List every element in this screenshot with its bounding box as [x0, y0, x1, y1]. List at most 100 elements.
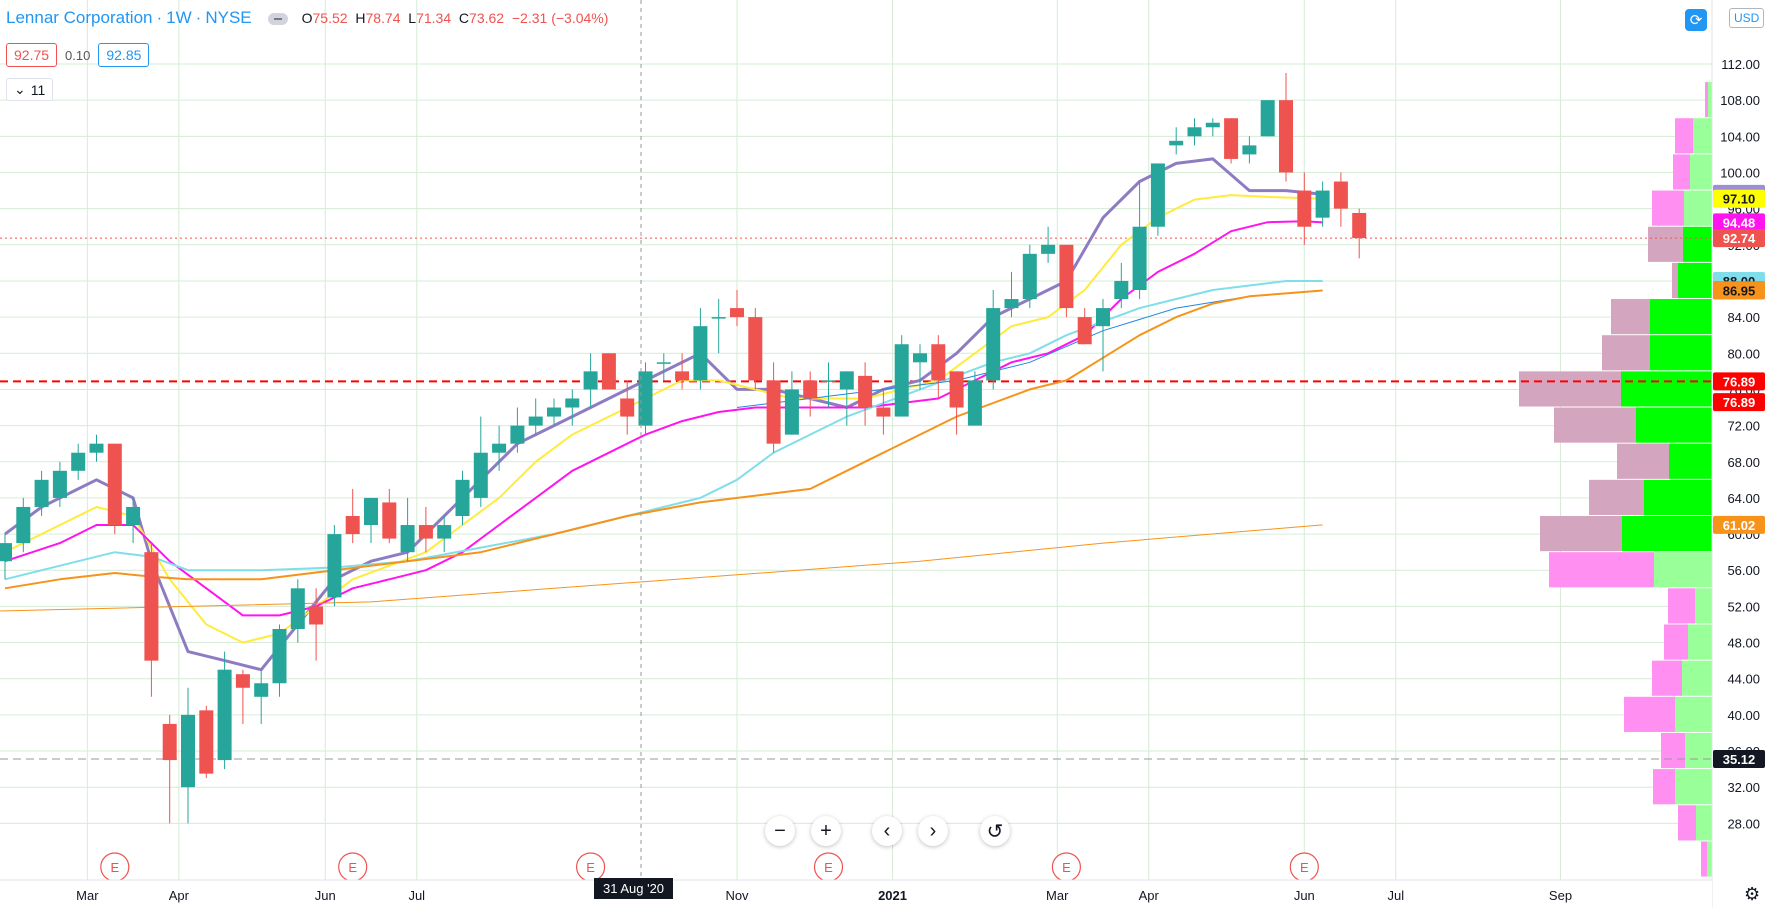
candle-body [1315, 190, 1330, 218]
symbol-name[interactable]: Lennar Corporation [6, 8, 153, 27]
buy-button[interactable]: 92.85 [98, 43, 150, 67]
price-tick-label: 52.00 [1727, 599, 1760, 614]
price-tick-label: 56.00 [1727, 563, 1760, 578]
candle-body [821, 380, 836, 382]
minus-icon: − [774, 819, 786, 842]
volume-profile-up-bar [1683, 226, 1712, 262]
candle-body [675, 371, 690, 381]
volume-profile-up-bar [1644, 479, 1712, 515]
volume-profile-up-bar [1690, 154, 1712, 190]
currency-button[interactable]: USD [1729, 8, 1765, 28]
candle-body [162, 723, 177, 761]
price-tick-label: 28.00 [1727, 816, 1760, 831]
volume-profile-up-bar [1684, 190, 1712, 226]
candle-body [1132, 226, 1147, 290]
price-badge [1713, 372, 1765, 391]
candle-body [510, 425, 525, 444]
volume-profile-down-bar [1701, 841, 1707, 877]
sell-button[interactable]: 92.75 [6, 43, 58, 67]
volume-profile-down-bar [1675, 118, 1693, 154]
candle-body [858, 375, 873, 408]
volume-profile-up-bar [1636, 407, 1712, 443]
candle-body [1333, 181, 1348, 209]
candle-body [34, 479, 49, 507]
candle-body [71, 452, 86, 471]
time-tick-label: Mar [1046, 888, 1069, 903]
time-axis-background [0, 880, 1712, 908]
volume-profile-down-bar [1589, 479, 1644, 515]
moving-average-line [4, 220, 1323, 617]
candle-body [913, 353, 927, 363]
candle-body [620, 398, 635, 417]
price-tick-label: 100.00 [1720, 165, 1760, 180]
volume-profile-down-bar [1519, 371, 1621, 407]
zoom-out-button[interactable]: − [765, 816, 795, 846]
time-axis[interactable]: 20MarAprJunJulNov2021MarAprJunJulSep [0, 879, 1712, 908]
time-tick-label: Apr [169, 888, 190, 903]
volume-profile-up-bar [1675, 769, 1712, 805]
candle-body [1077, 317, 1092, 345]
candle-body [107, 443, 122, 526]
time-tick-label: Jul [408, 888, 425, 903]
volume-profile-down-bar [1705, 82, 1708, 118]
volume-profile-up-bar [1669, 443, 1712, 479]
price-badge-label: 97.10 [1723, 192, 1756, 207]
volume-profile-down-bar [1653, 769, 1675, 805]
candle-body [693, 326, 708, 381]
volume-profile-down-bar [1652, 190, 1684, 226]
candle-body [711, 317, 726, 319]
price-badge-label: 35.12 [1723, 752, 1756, 767]
volume-profile-up-bar [1708, 82, 1712, 118]
settings-gear-icon[interactable]: ⚙ [1744, 884, 1761, 904]
candle-body [894, 344, 909, 417]
volume-profile-up-bar [1682, 660, 1712, 696]
candle-body [766, 380, 781, 444]
change-value: −2.31 (−3.04%) [511, 10, 609, 26]
volume-profile-down-bar [1617, 443, 1669, 479]
price-axis[interactable]: 112.00108.00104.00100.0096.0092.0088.008… [1711, 0, 1776, 908]
symbol-legend: Lennar Corporation · 1W · NYSE O75.52 H7… [6, 8, 608, 28]
reset-icon: ↺ [986, 820, 1004, 843]
volume-profile-down-bar [1549, 552, 1654, 588]
candle-body [1187, 127, 1202, 137]
candle-body [52, 470, 67, 498]
candle-body [1022, 253, 1037, 300]
zoom-in-button[interactable]: + [811, 816, 841, 846]
candle-body [638, 371, 653, 426]
candle-body [126, 506, 141, 526]
price-tick-label: 44.00 [1727, 672, 1760, 687]
low-value: 71.34 [416, 10, 452, 26]
candle-body [839, 371, 854, 390]
candle-body [327, 534, 342, 598]
candle-body [382, 502, 397, 539]
volume-profile-down-bar [1554, 407, 1636, 443]
sync-icon[interactable]: ⟳ [1685, 9, 1707, 31]
candle-body [1242, 145, 1257, 155]
candle-body [748, 317, 763, 381]
price-badge-label: 92.74 [1723, 231, 1756, 246]
hide-legend-icon[interactable] [267, 13, 288, 25]
volume-profile [1519, 82, 1712, 877]
candle-body [144, 552, 159, 661]
chart-grid [0, 0, 1712, 880]
scroll-left-button[interactable]: ‹ [872, 816, 902, 846]
volume-profile-up-bar [1621, 371, 1712, 407]
volume-profile-up-bar [1675, 696, 1712, 732]
plus-icon: + [820, 819, 832, 842]
candle-body [1224, 118, 1239, 159]
price-tick-label: 108.00 [1720, 93, 1760, 108]
scroll-right-button[interactable]: › [918, 816, 948, 846]
price-badge [1713, 749, 1765, 768]
price-tick-label: 112.00 [1721, 57, 1760, 72]
time-tick-label: Apr [1139, 888, 1160, 903]
price-tick-label: 68.00 [1727, 455, 1760, 470]
price-tick-label: 64.00 [1727, 491, 1760, 506]
candle-body [400, 525, 415, 553]
candle-body [89, 443, 104, 453]
price-badge-label: 94.48 [1723, 215, 1756, 230]
time-tick-label: Sep [1549, 888, 1572, 903]
reset-chart-button[interactable]: ↺ [980, 816, 1010, 846]
interval-label[interactable]: 1W [166, 8, 192, 27]
indicators-toggle[interactable]: ⌄ 11 [6, 78, 54, 101]
